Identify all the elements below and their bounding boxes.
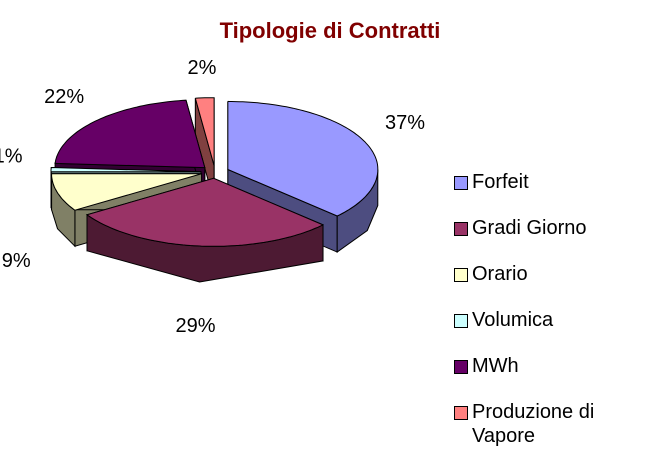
legend-label: Forfeit bbox=[472, 171, 529, 193]
legend-item: Forfeit bbox=[454, 170, 654, 216]
slice-top bbox=[54, 99, 206, 169]
data-label: 22% bbox=[44, 86, 84, 108]
chart-title: Tipologie di Contratti bbox=[220, 18, 441, 43]
slice-top bbox=[85, 177, 324, 247]
legend-item: MWh bbox=[454, 354, 654, 400]
legend-item: Produzione di Vapore bbox=[454, 400, 654, 447]
legend-swatch bbox=[454, 268, 468, 282]
slice bbox=[85, 177, 324, 283]
legend-item: Volumica bbox=[454, 308, 654, 354]
slice-top bbox=[227, 100, 379, 217]
data-label: 2% bbox=[188, 57, 217, 79]
slice-top bbox=[194, 97, 215, 166]
legend-label: MWh bbox=[472, 355, 519, 377]
legend-swatch bbox=[454, 222, 468, 236]
legend-swatch bbox=[454, 314, 468, 328]
data-label: 1% bbox=[0, 145, 23, 167]
legend: Forfeit Gradi Giorno Orario Volumica MWh Prod… bbox=[454, 170, 654, 447]
legend-swatch bbox=[454, 176, 468, 190]
legend-swatch bbox=[454, 360, 468, 374]
data-label: 37% bbox=[385, 112, 425, 134]
legend-label: Produzione di Vapore bbox=[472, 401, 595, 447]
legend-label: Gradi Giorno bbox=[472, 217, 587, 239]
legend-item: Gradi Giorno bbox=[454, 216, 654, 262]
data-label: 29% bbox=[176, 315, 216, 337]
legend-label: Orario bbox=[472, 263, 528, 285]
legend-swatch bbox=[454, 406, 468, 420]
slice-top bbox=[51, 173, 202, 211]
legend-label: Volumica bbox=[472, 309, 554, 331]
slice-top bbox=[50, 166, 202, 173]
data-label: 9% bbox=[2, 250, 31, 272]
legend-item: Orario bbox=[454, 262, 654, 308]
